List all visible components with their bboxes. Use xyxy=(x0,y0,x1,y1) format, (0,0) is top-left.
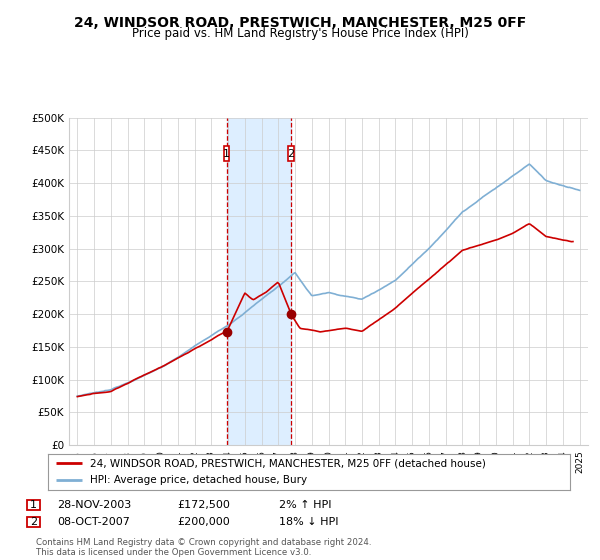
FancyBboxPatch shape xyxy=(288,146,294,161)
Text: Contains HM Land Registry data © Crown copyright and database right 2024.
This d: Contains HM Land Registry data © Crown c… xyxy=(36,538,371,557)
Text: 24, WINDSOR ROAD, PRESTWICH, MANCHESTER, M25 0FF: 24, WINDSOR ROAD, PRESTWICH, MANCHESTER,… xyxy=(74,16,526,30)
Text: 1: 1 xyxy=(30,500,37,510)
Text: 2: 2 xyxy=(287,148,295,158)
Text: 28-NOV-2003: 28-NOV-2003 xyxy=(57,500,131,510)
FancyBboxPatch shape xyxy=(224,146,229,161)
Text: 18% ↓ HPI: 18% ↓ HPI xyxy=(279,517,338,527)
Text: 1: 1 xyxy=(223,148,230,158)
Bar xyxy=(227,118,291,445)
Text: £200,000: £200,000 xyxy=(177,517,230,527)
Text: HPI: Average price, detached house, Bury: HPI: Average price, detached house, Bury xyxy=(90,475,307,485)
Text: 08-OCT-2007: 08-OCT-2007 xyxy=(57,517,130,527)
Text: 24, WINDSOR ROAD, PRESTWICH, MANCHESTER, M25 0FF (detached house): 24, WINDSOR ROAD, PRESTWICH, MANCHESTER,… xyxy=(90,459,485,468)
Text: 2% ↑ HPI: 2% ↑ HPI xyxy=(279,500,331,510)
Text: Price paid vs. HM Land Registry's House Price Index (HPI): Price paid vs. HM Land Registry's House … xyxy=(131,27,469,40)
Text: 2: 2 xyxy=(30,517,37,527)
Text: £172,500: £172,500 xyxy=(177,500,230,510)
